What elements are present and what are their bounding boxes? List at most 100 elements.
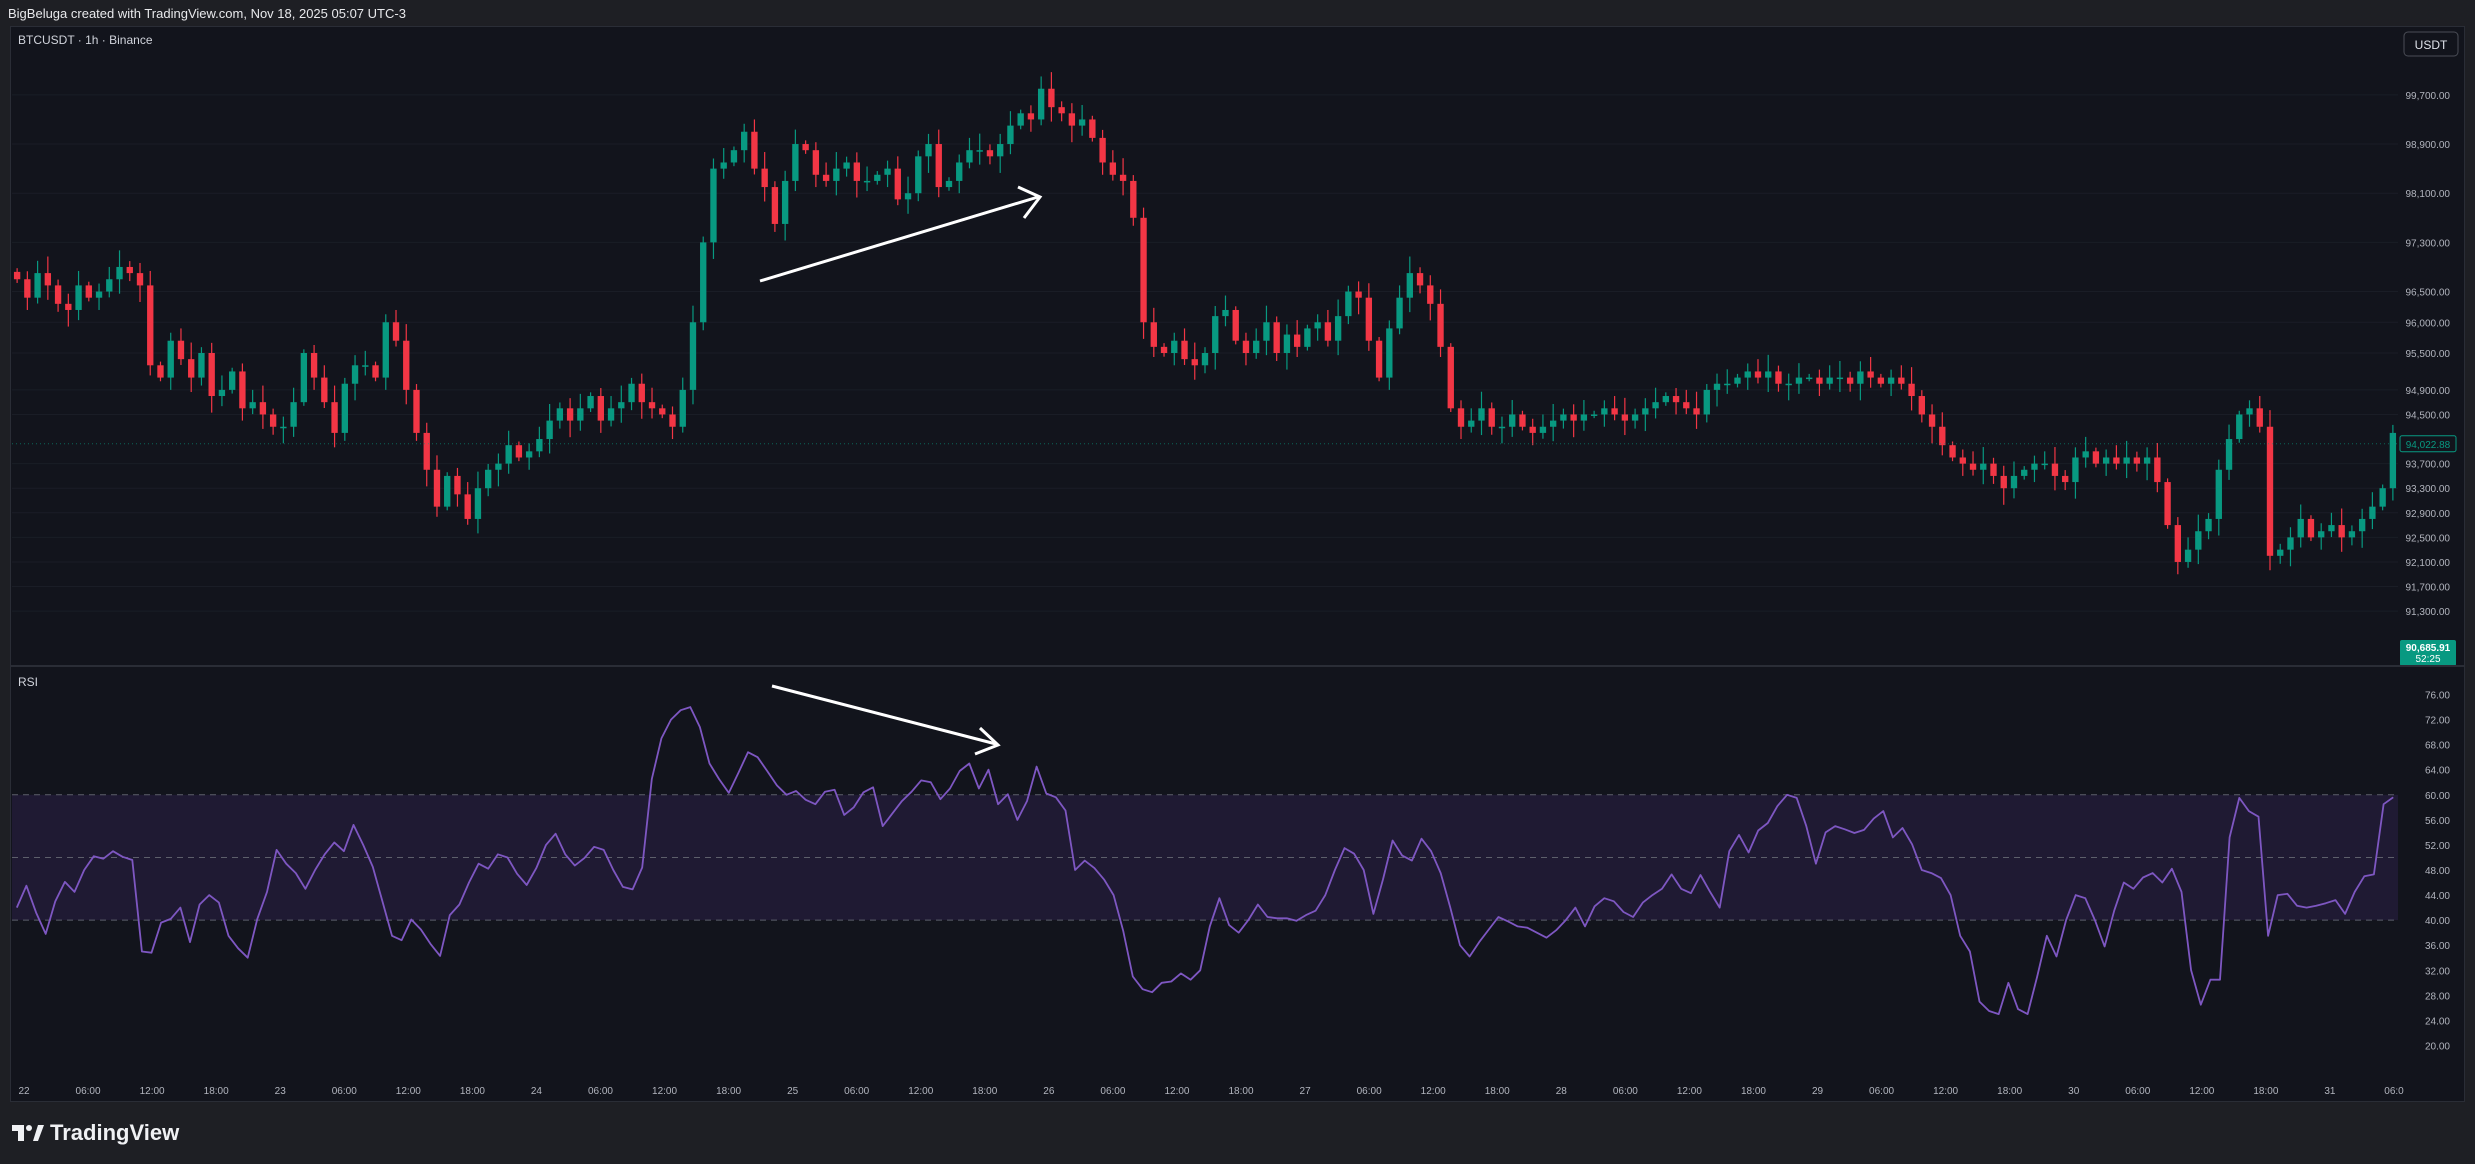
candle-body — [597, 396, 604, 421]
candle-body — [1672, 396, 1680, 403]
candle-body — [1365, 297, 1373, 341]
candle-body — [2041, 463, 2048, 466]
price-trend-arrowhead — [1017, 185, 1043, 219]
candle-body — [1201, 353, 1209, 366]
rsi-annotations — [771, 684, 1001, 756]
time-axis[interactable]: 22 06:00 12:00 18:00 23 06:00 12:00 18:00 24 06:0… — [18, 1086, 2404, 1097]
candle-body — [1150, 322, 1157, 347]
candle-body — [1253, 340, 1260, 353]
chart-canvas[interactable]: 99,700.00 98,900.00 98,100.00 97,300.00 96,5… — [0, 0, 2475, 1102]
candle-body — [1498, 426, 1506, 429]
time-axis-label: 25 — [787, 1086, 799, 1097]
candle-body — [1416, 273, 1424, 286]
candle-body — [280, 426, 287, 429]
tradingview-logo[interactable]: TradingView — [12, 1120, 179, 1146]
candle-body — [1212, 316, 1219, 353]
candle-body — [822, 174, 830, 181]
candle-body — [2000, 475, 2007, 489]
candle-body — [2369, 506, 2376, 519]
candle-body — [1918, 396, 1925, 415]
candle-body — [986, 150, 994, 157]
rsi-axis-label: 60.00 — [2425, 791, 2450, 802]
candle-body — [341, 383, 348, 433]
candle-body — [2205, 518, 2212, 532]
price-axis-label: 91,700.00 — [2406, 583, 2451, 594]
time-axis-label: 27 — [1300, 1086, 1312, 1097]
candle-body — [1437, 303, 1444, 347]
rsi-label[interactable]: RSI — [18, 675, 38, 689]
candle-body — [2215, 469, 2222, 519]
candle-body — [1631, 414, 1639, 421]
candle-body — [720, 162, 727, 169]
time-axis-label: 12:00 — [1421, 1086, 1446, 1097]
time-axis-label: 12:00 — [140, 1086, 165, 1097]
candle-body — [2225, 439, 2233, 470]
rsi-axis-label: 56.00 — [2425, 816, 2450, 827]
candle-body — [208, 353, 215, 397]
price-annotations — [759, 185, 1043, 283]
time-axis-label: 30 — [2068, 1086, 2080, 1097]
candle-body — [1560, 414, 1567, 421]
candle-body — [741, 131, 748, 151]
candle-body — [966, 150, 973, 163]
rsi-pane[interactable]: 76.00 72.00 68.00 64.00 60.00 56.00 52.00 48.00… — [12, 675, 2450, 1052]
price-pane[interactable]: 99,700.00 98,900.00 98,100.00 97,300.00 96,5… — [12, 31, 2459, 666]
candle-body — [894, 168, 901, 200]
candle-body — [884, 168, 891, 175]
candle-body — [13, 271, 21, 280]
currency-button[interactable]: USDT — [2403, 31, 2459, 57]
price-axis[interactable]: 99,700.00 98,900.00 98,100.00 97,300.00 96,5… — [12, 91, 2457, 666]
candle-body — [587, 396, 594, 409]
symbol-title[interactable]: BTCUSDT · 1h · Binance — [18, 33, 153, 47]
candle-body — [1109, 162, 1117, 175]
candle-body — [177, 340, 185, 360]
rsi-axis[interactable]: 76.00 72.00 68.00 64.00 60.00 56.00 52.00 48.00… — [2425, 691, 2450, 1053]
candle-body — [781, 180, 789, 224]
candle-body — [659, 408, 666, 415]
candle-body — [259, 402, 267, 415]
candle-body — [1877, 377, 1885, 384]
candle-body — [65, 303, 72, 310]
candle-body — [556, 408, 564, 421]
time-axis-label: 26 — [1043, 1086, 1055, 1097]
candle-body — [218, 389, 226, 397]
time-axis-label: 06:00 — [1357, 1086, 1382, 1097]
candle-body — [474, 488, 482, 519]
candle-body — [1160, 346, 1168, 353]
price-axis-label: 96,000.00 — [2406, 318, 2451, 329]
rsi-axis-label: 76.00 — [2425, 691, 2450, 702]
candle-body — [1908, 383, 1915, 397]
candle-body — [1396, 297, 1403, 329]
candle-body — [925, 144, 932, 157]
time-axis-label: 18:00 — [204, 1086, 229, 1097]
candle-body — [54, 285, 62, 304]
candle-body — [976, 150, 983, 152]
candle-body — [2358, 518, 2366, 532]
candle-body — [505, 445, 512, 464]
candle-body — [1355, 291, 1362, 298]
candle-body — [1263, 322, 1270, 341]
price-axis-label: 94,900.00 — [2406, 386, 2451, 397]
candle-body — [126, 266, 133, 274]
rsi-axis-label: 48.00 — [2425, 866, 2450, 877]
candle-body — [1222, 309, 1229, 317]
candle-body — [2389, 432, 2397, 489]
time-axis-label: 31 — [2324, 1086, 2336, 1097]
candle-body — [1529, 426, 1536, 433]
candle-body — [2164, 482, 2171, 526]
candle-body — [1242, 340, 1250, 353]
time-axis-label: 06:0 — [2384, 1086, 2404, 1097]
candle-body — [802, 144, 809, 151]
candle-body — [1386, 328, 1393, 378]
time-axis-label: 06:00 — [588, 1086, 613, 1097]
candle-body — [607, 408, 615, 421]
countdown-label: 52:25 — [2415, 654, 2440, 665]
candle-body — [2348, 531, 2356, 538]
candle-body — [1744, 371, 1751, 378]
candle-body — [1007, 125, 1014, 145]
time-axis-label: 12:00 — [1164, 1086, 1189, 1097]
candle-body — [1273, 322, 1280, 353]
time-axis-label: 29 — [1812, 1086, 1824, 1097]
candle-body — [638, 383, 645, 403]
candle-body — [1406, 273, 1413, 298]
